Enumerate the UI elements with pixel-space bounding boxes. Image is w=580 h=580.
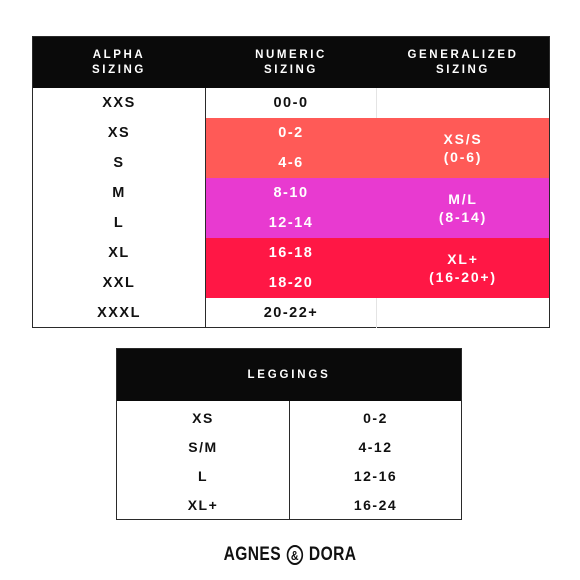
alpha-size-cell: XXS <box>102 95 136 111</box>
leggings-size-cell: L <box>197 467 209 484</box>
generalized-size-xs-s: XS/S (0-6) <box>443 131 483 165</box>
numeric-size-cell: 8-10 <box>273 185 309 201</box>
alpha-size-cell: XS <box>107 125 131 141</box>
band-xl-plus <box>206 238 549 298</box>
size-chart-table: ALPHA SIZING NUMERIC SIZING GENERALIZED … <box>32 36 550 328</box>
column-divider <box>205 88 206 328</box>
numeric-size-cell: 00-0 <box>273 95 309 111</box>
leggings-range-cell: 0-2 <box>363 409 388 426</box>
column-divider-bottom <box>376 298 377 328</box>
alpha-size-cell: XXXL <box>97 305 141 321</box>
numeric-size-cell: 20-22+ <box>263 305 319 321</box>
numeric-size-cell: 0-2 <box>278 125 304 141</box>
leggings-range-cell: 4-12 <box>358 438 393 455</box>
generalized-size-m-l: M/L (8-14) <box>438 191 488 225</box>
leggings-table: LEGGINGS XS S/M L XL+ 0-2 4-12 12-16 16-… <box>116 348 462 520</box>
leggings-range-cell: 12-16 <box>353 467 398 484</box>
band-m-l <box>206 178 549 238</box>
column-divider-top <box>376 88 377 118</box>
leggings-range-cell: 16-24 <box>353 496 398 513</box>
leggings-size-cell: XS <box>192 409 214 426</box>
band-xs-s <box>206 118 549 178</box>
alpha-size-cell: XL <box>108 245 130 261</box>
numeric-size-cell: 12-14 <box>268 215 314 231</box>
generalized-size-xl-plus: XL+ (16-20+) <box>429 251 497 285</box>
brand-name-right: DORA <box>308 544 357 565</box>
numeric-size-cell: 16-18 <box>268 245 314 261</box>
leggings-title: LEGGINGS <box>117 349 461 401</box>
alpha-size-cell: S <box>113 155 125 171</box>
header-alpha-sizing: ALPHA SIZING <box>92 48 146 76</box>
numeric-size-cell: 18-20 <box>268 275 314 291</box>
numeric-size-cell: 4-6 <box>278 155 304 171</box>
header-generalized-sizing: GENERALIZED SIZING <box>407 48 519 76</box>
brand-logo: AGNES & DORA <box>52 540 528 570</box>
leggings-size-cell: S/M <box>188 438 218 455</box>
alpha-size-cell: XXL <box>102 275 136 291</box>
alpha-size-cell: M <box>112 185 126 201</box>
alpha-size-cell: L <box>113 215 125 231</box>
brand-name-left: AGNES <box>223 544 282 565</box>
ampersand-icon: & <box>286 545 304 565</box>
leggings-size-cell: XL+ <box>187 496 219 513</box>
header-numeric-sizing: NUMERIC SIZING <box>255 48 327 76</box>
leggings-column-divider <box>289 401 290 519</box>
size-chart-header: ALPHA SIZING NUMERIC SIZING GENERALIZED … <box>33 37 549 88</box>
